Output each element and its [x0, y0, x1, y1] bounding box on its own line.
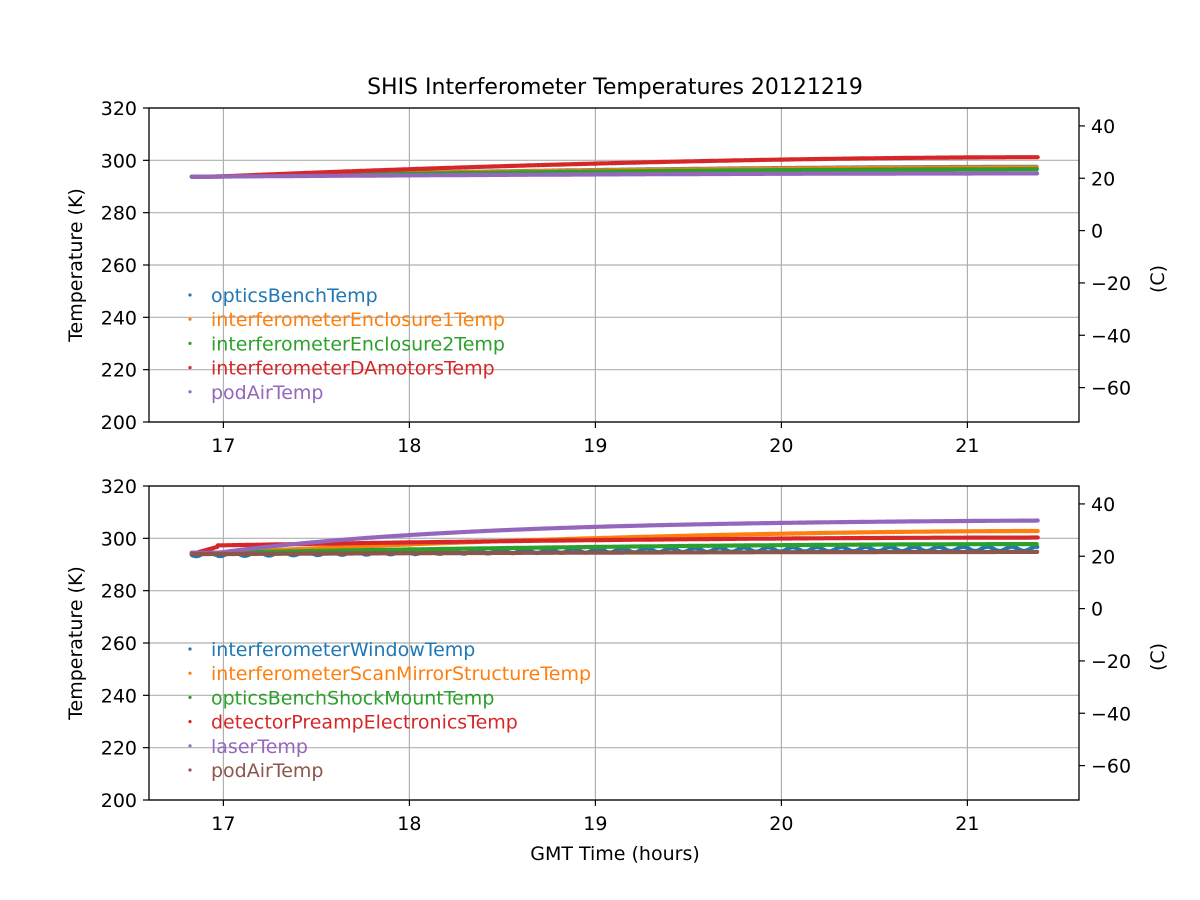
series-detectorpreampelectronicstemp [189, 535, 1040, 557]
legend-label: opticsBenchTemp [211, 285, 378, 307]
y-tick-label: 320 [101, 98, 137, 120]
y-tick-label: 280 [101, 581, 137, 603]
top-panel: 17 18 19 20 21200220240260280300320−60−40−20… [65, 98, 1169, 457]
legend-label: laserTemp [211, 736, 308, 758]
y-tick-label: 200 [101, 412, 137, 434]
legend-label: interferometerEnclosure2Temp [211, 333, 505, 355]
right-y-axis-label: (C) [1147, 265, 1169, 293]
y-tick-label: 200 [101, 790, 137, 812]
x-tick-label: 21 [955, 813, 979, 835]
series-interferometerdamotorstemp [189, 155, 1040, 179]
right-y-tick-label: 0 [1091, 599, 1103, 621]
legend-label: podAirTemp [211, 382, 323, 404]
y-tick-label: 300 [101, 528, 137, 550]
legend-label: interferometerEnclosure1Temp [211, 309, 505, 331]
y-tick-label: 260 [101, 255, 137, 277]
right-y-tick-label: −20 [1091, 651, 1131, 673]
legend-marker [188, 671, 192, 675]
series-opticsbenchshockmounttemp [189, 542, 1040, 555]
legend-label: interferometerDAmotorsTemp [211, 358, 495, 380]
chart-title: SHIS Interferometer Temperatures 2012121… [367, 75, 863, 100]
legend-marker [188, 341, 192, 345]
x-tick-label: 17 [211, 435, 235, 457]
legend-marker [188, 744, 192, 748]
legend-label: detectorPreampElectronicsTemp [211, 712, 518, 734]
y-tick-label: 280 [101, 203, 137, 225]
legend-label: opticsBenchShockMountTemp [211, 687, 494, 709]
x-tick-label: 18 [397, 435, 421, 457]
legend-label: interferometerWindowTemp [211, 639, 475, 661]
y-axis-label: Temperature (K) [65, 188, 87, 343]
y-tick-label: 240 [101, 685, 137, 707]
x-axis-label: GMT Time (hours) [530, 843, 700, 865]
right-y-tick-label: −60 [1091, 378, 1131, 400]
y-axis-label: Temperature (K) [65, 566, 87, 721]
right-y-tick-label: 20 [1091, 546, 1115, 568]
legend-marker [188, 768, 192, 772]
right-y-tick-label: −60 [1091, 756, 1131, 778]
series-podairtemp [189, 549, 1040, 557]
y-tick-label: 220 [101, 360, 137, 382]
y-tick-label: 320 [101, 476, 137, 498]
series-lasertemp [189, 518, 1040, 555]
legend-marker [188, 317, 192, 321]
series-podairtemp [189, 171, 1040, 179]
x-tick-label: 19 [583, 435, 607, 457]
legend-label: podAirTemp [211, 760, 323, 782]
x-tick-label: 20 [769, 813, 793, 835]
y-tick-label: 260 [101, 633, 137, 655]
x-tick-label: 17 [211, 813, 235, 835]
right-y-tick-label: 40 [1091, 116, 1115, 138]
legend-marker [188, 366, 192, 370]
legend: opticsBenchTempinterferometerEnclosure1T… [188, 285, 505, 404]
legend-marker [188, 647, 192, 651]
x-tick-label: 20 [769, 435, 793, 457]
right-y-tick-label: −20 [1091, 273, 1131, 295]
legend-marker [188, 720, 192, 724]
legend: interferometerWindowTempinterferometerSc… [188, 639, 591, 782]
x-tick-label: 21 [955, 435, 979, 457]
legend-marker [188, 293, 192, 297]
series-group [189, 155, 1040, 179]
right-y-axis-label: (C) [1147, 643, 1169, 671]
y-tick-label: 220 [101, 738, 137, 760]
right-y-tick-label: −40 [1091, 325, 1131, 347]
series-group [189, 518, 1040, 559]
right-y-tick-label: 0 [1091, 221, 1103, 243]
x-tick-label: 18 [397, 813, 421, 835]
x-tick-label: 19 [583, 813, 607, 835]
legend-label: interferometerScanMirrorStructureTemp [211, 663, 591, 685]
series-interferometerscanmirrorstructuretemp [189, 528, 1040, 555]
y-tick-label: 240 [101, 307, 137, 329]
right-y-tick-label: 20 [1091, 168, 1115, 190]
y-tick-label: 300 [101, 150, 137, 172]
right-y-tick-label: −40 [1091, 703, 1131, 725]
bottom-panel: 17 18 19 20 21200220240260280300320−60−40−20… [65, 476, 1169, 835]
legend-marker [188, 695, 192, 700]
right-y-tick-label: 40 [1091, 494, 1115, 516]
legend-marker [188, 390, 192, 394]
